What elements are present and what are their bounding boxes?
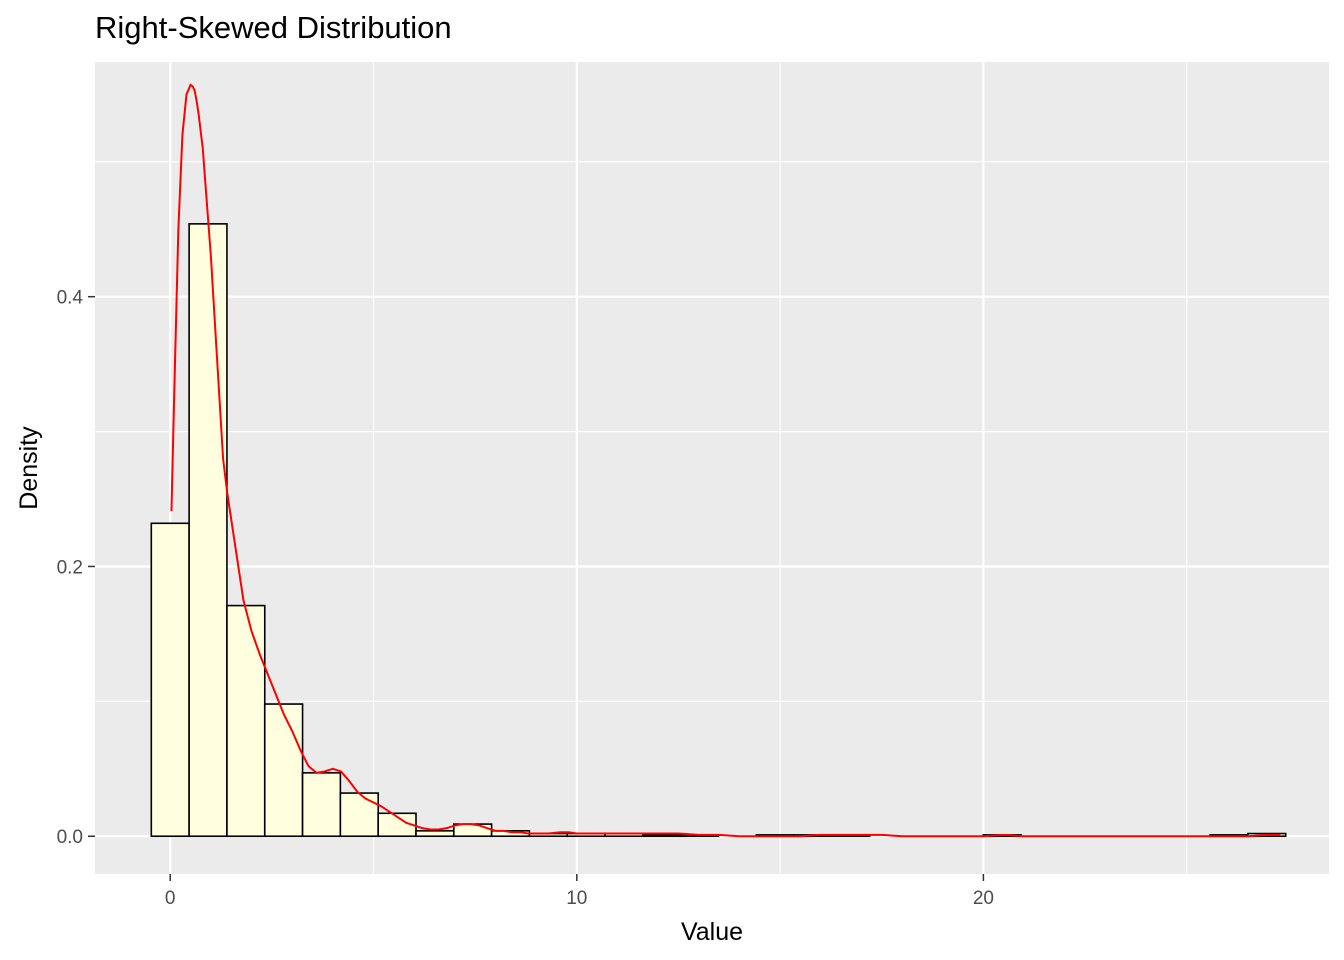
histogram-bar <box>339 792 379 838</box>
histogram-bar <box>415 830 455 838</box>
density-curve <box>170 83 1281 838</box>
histogram-bar <box>301 772 342 838</box>
y-tick-label: 0.2 <box>57 557 83 578</box>
histogram-bar <box>226 604 266 838</box>
histogram-bar <box>188 223 228 838</box>
y-axis: 0.0 0.2 0.4 <box>57 288 95 848</box>
histogram-bars <box>150 223 1287 838</box>
y-axis-title: Density <box>15 426 43 510</box>
histogram-bar <box>263 703 304 838</box>
chart-title: Right-Skewed Distribution <box>95 10 452 45</box>
minor-grid <box>95 62 1329 874</box>
x-tick-label: 0 <box>165 888 176 909</box>
histogram-bar <box>642 834 682 838</box>
y-tick-label: 0.4 <box>57 288 84 309</box>
x-axis: 0 10 20 <box>165 874 994 909</box>
histogram-bar <box>377 812 417 838</box>
histogram-bar <box>453 823 493 838</box>
x-axis-title: Value <box>681 918 743 946</box>
y-tick-label: 0.0 <box>57 827 83 848</box>
histogram-bar <box>150 522 190 838</box>
x-tick-label: 10 <box>566 888 587 909</box>
x-tick-label: 20 <box>973 888 994 909</box>
